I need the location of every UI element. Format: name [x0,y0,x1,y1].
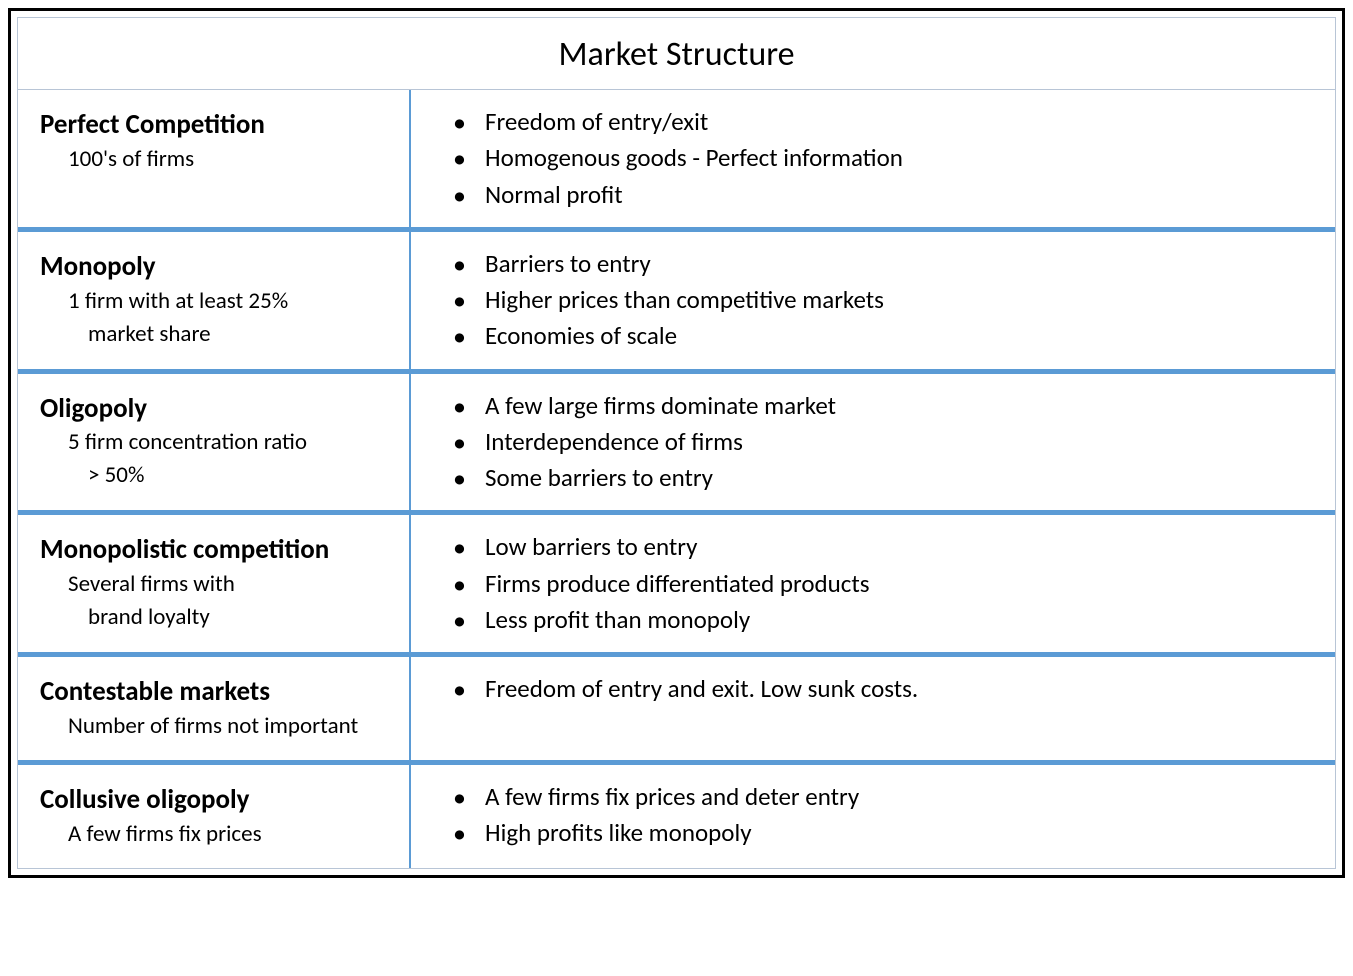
structure-subtext: brand loyalty [40,602,399,633]
list-item: Freedom of entry and exit. Low sunk cost… [485,671,1325,707]
characteristics-cell: Freedom of entry/exitHomogenous goods - … [411,90,1335,227]
structure-name-cell: Perfect Competition100's of firms [18,90,411,227]
structure-heading: Oligopoly [40,392,399,426]
characteristics-cell: A few large firms dominate marketInterde… [411,374,1335,511]
characteristics-list: A few firms fix prices and deter entryHi… [421,779,1325,852]
list-item: Some barriers to entry [485,460,1325,496]
structure-subtext: A few firms fix prices [40,819,399,850]
list-item: Economies of scale [485,318,1325,354]
title-row: Market Structure [18,18,1335,90]
list-item: Barriers to entry [485,246,1325,282]
table-row: Monopoly1 firm with at least 25%market s… [18,232,1335,374]
structure-subtext: 100's of firms [40,144,399,175]
list-item: A few firms fix prices and deter entry [485,779,1325,815]
list-item: Homogenous goods - Perfect information [485,140,1325,176]
market-structure-table: Market Structure Perfect Competition100'… [17,17,1336,869]
characteristics-cell: Low barriers to entryFirms produce diffe… [411,515,1335,652]
table-row: Monopolistic competitionSeveral firms wi… [18,515,1335,657]
structure-subtext: Number of firms not important [40,711,399,742]
structure-name-cell: Collusive oligopolyA few firms fix price… [18,765,411,868]
structure-subtext: 5 firm concentration ratio [40,427,399,458]
table-row: Perfect Competition100's of firmsFreedom… [18,90,1335,232]
characteristics-list: Freedom of entry and exit. Low sunk cost… [421,671,1325,707]
table-row: Oligopoly5 firm concentration ratio> 50%… [18,374,1335,516]
characteristics-list: A few large firms dominate marketInterde… [421,388,1325,497]
structure-subtext: > 50% [40,460,399,491]
list-item: Normal profit [485,177,1325,213]
structure-subtext: Several firms with [40,569,399,600]
characteristics-list: Barriers to entryHigher prices than comp… [421,246,1325,355]
characteristics-cell: A few firms fix prices and deter entryHi… [411,765,1335,868]
structure-heading: Perfect Competition [40,108,399,142]
structure-heading: Collusive oligopoly [40,783,399,817]
table-row: Contestable marketsNumber of firms not i… [18,657,1335,765]
table-row: Collusive oligopolyA few firms fix price… [18,765,1335,868]
structure-heading: Monopolistic competition [40,533,399,567]
characteristics-cell: Barriers to entryHigher prices than comp… [411,232,1335,369]
structure-heading: Contestable markets [40,675,399,709]
structure-subtext: 1 firm with at least 25% [40,286,399,317]
characteristics-list: Freedom of entry/exitHomogenous goods - … [421,104,1325,213]
list-item: Less profit than monopoly [485,602,1325,638]
list-item: Freedom of entry/exit [485,104,1325,140]
structure-name-cell: Contestable marketsNumber of firms not i… [18,657,411,760]
structure-name-cell: Monopolistic competitionSeveral firms wi… [18,515,411,652]
structure-name-cell: Oligopoly5 firm concentration ratio> 50% [18,374,411,511]
structure-heading: Monopoly [40,250,399,284]
characteristics-list: Low barriers to entryFirms produce diffe… [421,529,1325,638]
outer-frame: Market Structure Perfect Competition100'… [8,8,1345,878]
structure-name-cell: Monopoly1 firm with at least 25%market s… [18,232,411,369]
list-item: Firms produce differentiated products [485,566,1325,602]
page-title: Market Structure [18,34,1335,75]
characteristics-cell: Freedom of entry and exit. Low sunk cost… [411,657,1335,760]
rows-container: Perfect Competition100's of firmsFreedom… [18,90,1335,868]
structure-subtext: market share [40,319,399,350]
list-item: Low barriers to entry [485,529,1325,565]
list-item: Higher prices than competitive markets [485,282,1325,318]
list-item: Interdependence of firms [485,424,1325,460]
list-item: High profits like monopoly [485,815,1325,851]
list-item: A few large firms dominate market [485,388,1325,424]
